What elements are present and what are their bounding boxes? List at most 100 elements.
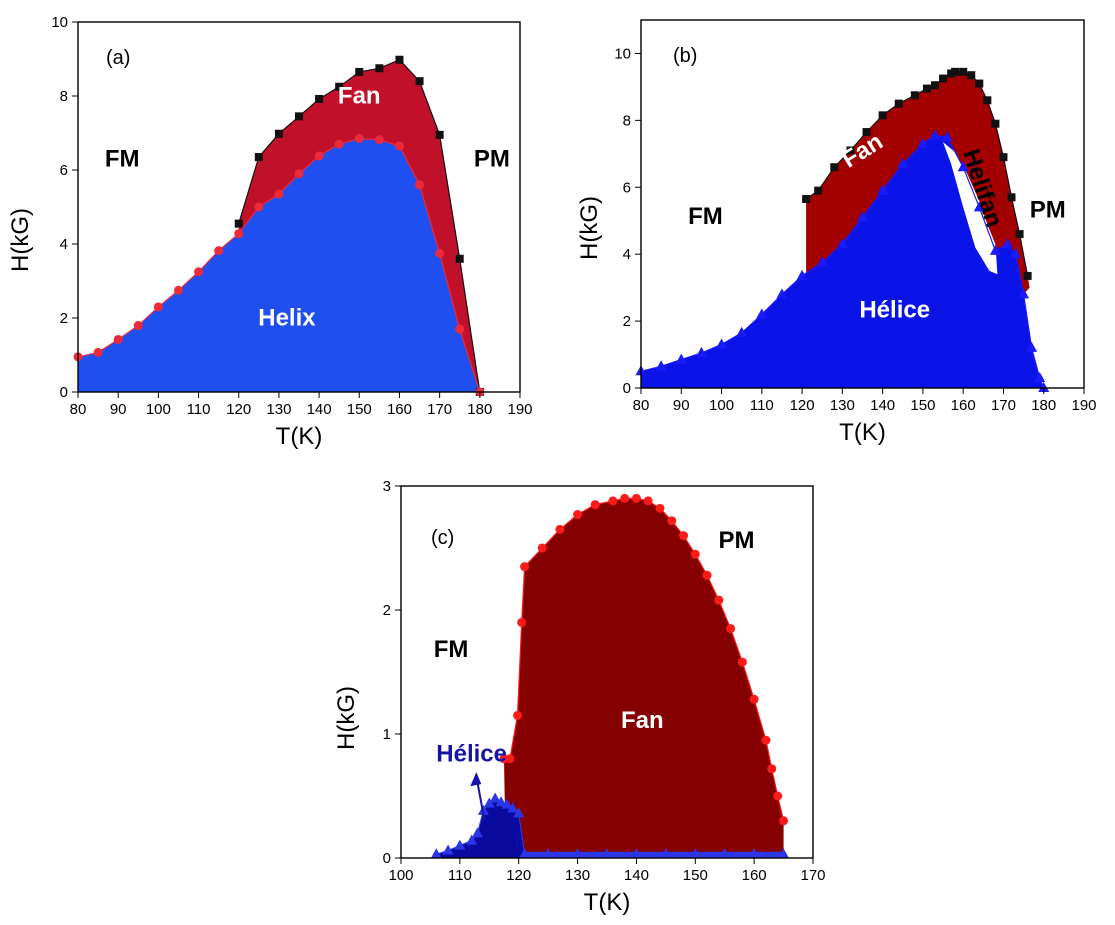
data-point — [335, 82, 344, 91]
data-point — [435, 130, 444, 139]
data-point — [830, 163, 839, 172]
data-point — [776, 288, 788, 299]
phase-label: FM — [688, 203, 723, 230]
data-point — [973, 201, 985, 212]
data-point — [274, 129, 283, 138]
data-point — [877, 184, 889, 195]
data-point — [989, 244, 1001, 255]
data-point — [254, 153, 263, 162]
data-point — [756, 308, 768, 319]
data-point — [374, 135, 384, 145]
x-tick-label: 190 — [507, 401, 532, 418]
y-tick-label: 4 — [623, 246, 631, 263]
y-axis-label: H(kG) — [333, 686, 360, 750]
y-tick-label: 0 — [623, 380, 631, 397]
phase-label: FM — [105, 145, 140, 172]
data-point — [675, 353, 687, 364]
data-point — [767, 764, 777, 774]
data-point — [816, 256, 828, 267]
data-point — [736, 326, 748, 337]
x-tick-label: 130 — [565, 867, 590, 884]
phase-label: PM — [474, 145, 510, 172]
data-point — [967, 71, 976, 80]
data-point — [894, 99, 903, 108]
data-point — [778, 848, 790, 859]
data-point — [814, 186, 823, 195]
data-point — [702, 570, 712, 580]
data-point — [501, 798, 513, 809]
data-point — [513, 807, 525, 818]
data-point — [690, 549, 700, 559]
data-point — [655, 360, 667, 371]
data-point — [643, 496, 653, 506]
y-axis-label: H(kG) — [7, 208, 34, 272]
data-point — [214, 246, 224, 256]
y-axis-label: H(kG) — [576, 196, 603, 260]
x-axis-label: T(K) — [839, 419, 886, 446]
data-point — [442, 844, 454, 855]
data-point — [1034, 371, 1046, 382]
data-point — [922, 84, 931, 93]
data-point — [655, 503, 665, 513]
x-tick-label: 140 — [870, 397, 895, 414]
data-point — [572, 848, 584, 859]
data-point — [929, 129, 941, 140]
data-point — [737, 657, 747, 667]
data-point — [314, 151, 324, 161]
phase-label: Helix — [258, 304, 316, 331]
panel-label: (c) — [431, 527, 454, 549]
y-tick-label: 4 — [60, 236, 68, 253]
data-point — [507, 802, 519, 813]
data-point — [334, 139, 344, 149]
data-point — [590, 500, 600, 510]
x-tick-label: 120 — [506, 867, 531, 884]
x-tick-label: 120 — [790, 397, 815, 414]
x-tick-label: 150 — [683, 867, 708, 884]
data-point — [939, 74, 948, 83]
data-point — [194, 267, 204, 277]
data-point — [862, 128, 871, 137]
data-point — [796, 269, 808, 280]
data-point — [714, 595, 724, 605]
plot-frame — [77, 21, 521, 393]
y-tick-label: 10 — [51, 14, 68, 31]
data-point — [294, 169, 304, 179]
data-point — [466, 834, 478, 845]
panel-label: (a) — [106, 47, 130, 69]
data-point — [1007, 193, 1016, 202]
x-tick-label: 90 — [110, 401, 127, 418]
data-point — [430, 848, 442, 859]
data-point — [1023, 271, 1032, 280]
data-point — [857, 211, 868, 222]
y-tick-label: 6 — [60, 162, 68, 179]
y-tick-label: 0 — [60, 384, 68, 401]
fan-region — [238, 59, 480, 392]
data-point — [897, 157, 909, 168]
data-point — [620, 493, 630, 503]
data-point — [274, 189, 284, 199]
data-point — [1010, 248, 1022, 259]
data-point — [1001, 238, 1013, 249]
data-point — [375, 64, 384, 73]
y-tick-label: 8 — [60, 88, 68, 105]
data-point — [93, 347, 103, 357]
helifan-region — [943, 142, 998, 275]
data-point — [133, 320, 143, 330]
data-point — [519, 848, 531, 859]
helice-arrow-head — [470, 772, 482, 787]
panel-a: 80 90 100 110 120 130 140 150 160 170 180 190 0 2 4 6 8 1… — [7, 14, 533, 450]
helice-region — [641, 135, 1044, 388]
x-tick-label: 180 — [467, 401, 492, 418]
x-tick-label: 90 — [673, 397, 690, 414]
y-tick-label: 2 — [623, 313, 631, 330]
data-point — [455, 254, 464, 263]
data-point — [630, 848, 642, 859]
x-tick-label: 80 — [633, 397, 650, 414]
helice-baseline — [524, 851, 784, 858]
data-point — [495, 796, 507, 807]
data-point — [749, 694, 759, 704]
data-point — [394, 141, 404, 151]
x-tick-label: 150 — [347, 401, 372, 418]
y-tick-label: 2 — [60, 310, 68, 327]
